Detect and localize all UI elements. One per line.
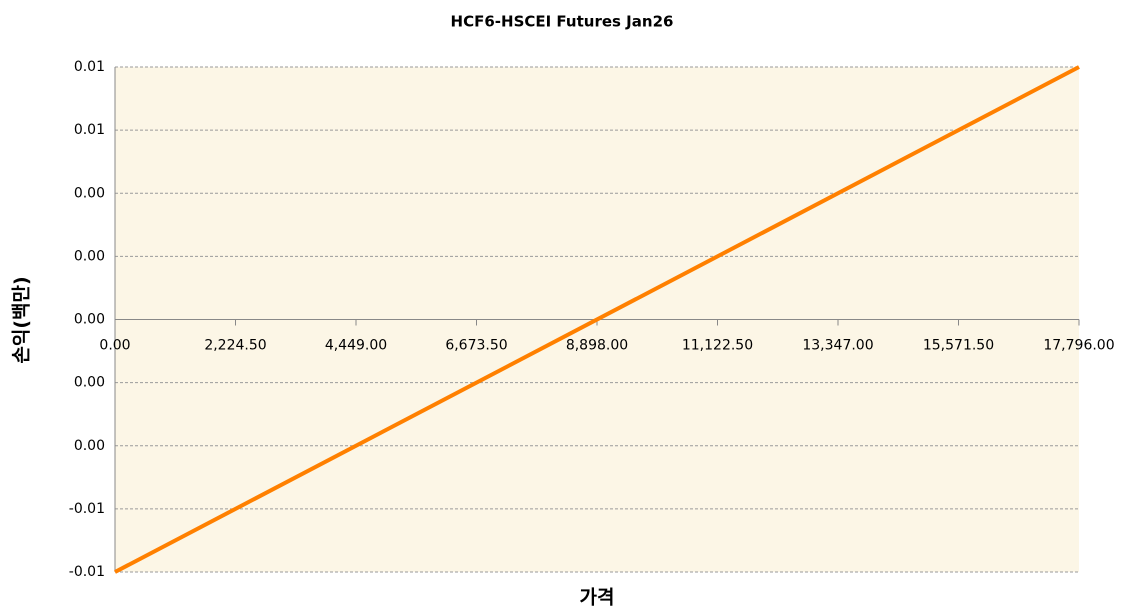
x-tick-label: 13,347.00 [802,338,873,354]
x-axis-label: 가격 [580,587,615,609]
x-tick-label: 4,449.00 [325,338,387,354]
y-tick-label: 0.00 [74,438,105,454]
y-tick-label: -0.01 [69,564,105,580]
y-tick-label: 0.00 [74,248,105,264]
x-tick-label: 15,571.50 [923,338,994,354]
x-tick-label: 11,122.50 [682,338,753,354]
y-tick-label: 0.00 [74,312,105,328]
x-tick-label: 8,898.00 [566,338,628,354]
y-tick-label: 0.00 [74,185,105,201]
line [114,65,1080,574]
x-tick-label: 2,224.50 [204,338,266,354]
y-axis-label: 손익(백만) [11,276,33,363]
chart-title: HCF6-HSCEI Futures Jan26 [451,13,674,31]
y-tick-label: -0.01 [69,501,105,517]
x-tick-label: 17,796.00 [1043,338,1114,354]
x-tick-label: 0.00 [99,338,130,354]
x-tick-label: 6,673.50 [445,338,507,354]
y-tick-label: 0.01 [74,122,105,138]
y-tick-label: 0.01 [74,59,105,75]
y-tick-label: 0.00 [74,375,105,391]
